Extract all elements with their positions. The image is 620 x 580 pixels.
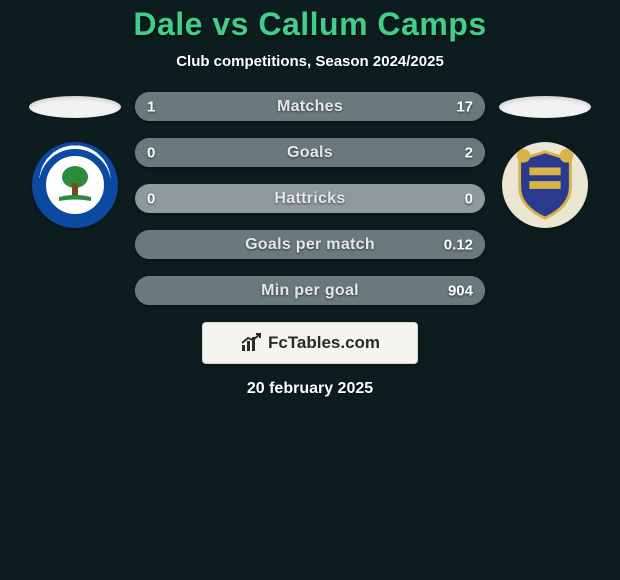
page-title: Dale vs Callum Camps <box>0 6 620 43</box>
bar-value-right: 0.12 <box>444 236 473 253</box>
bar-value-left: 0 <box>147 190 155 207</box>
brand-box[interactable]: FcTables.com <box>202 322 418 364</box>
stat-bar-3: Goals per match 0.12 <box>135 230 485 259</box>
bars-container: Matches 1 17 Goals 0 2 Hattricks 0 0 Goals per ma… <box>135 92 485 305</box>
brand-text: FcTables.com <box>268 333 380 353</box>
left-side <box>15 96 135 228</box>
right-oval <box>499 96 591 118</box>
bar-value-right: 2 <box>465 144 473 161</box>
bar-label: Hattricks <box>274 190 345 208</box>
stat-bar-0: Matches 1 17 <box>135 92 485 121</box>
comparison-card: Dale vs Callum Camps Club competitions, … <box>0 0 620 440</box>
bar-label: Goals per match <box>245 236 375 254</box>
right-side <box>485 96 605 228</box>
crest-right <box>502 142 588 228</box>
stat-bar-2: Hattricks 0 0 <box>135 184 485 213</box>
bar-value-right: 17 <box>456 98 473 115</box>
bar-value-right: 904 <box>448 282 473 299</box>
chart-icon <box>240 333 262 353</box>
subtitle: Club competitions, Season 2024/2025 <box>0 53 620 70</box>
bar-label: Matches <box>277 98 343 116</box>
bar-label: Goals <box>287 144 333 162</box>
tree-icon <box>55 163 95 203</box>
left-oval <box>29 96 121 118</box>
bar-label: Min per goal <box>261 282 359 300</box>
stat-bar-4: Min per goal 904 <box>135 276 485 305</box>
date-text: 20 february 2025 <box>0 380 620 398</box>
bar-value-right: 0 <box>465 190 473 207</box>
crest-left <box>32 142 118 228</box>
shield-icon <box>506 146 584 224</box>
stat-bar-1: Goals 0 2 <box>135 138 485 167</box>
bar-value-left: 0 <box>147 144 155 161</box>
bar-value-left: 1 <box>147 98 155 115</box>
content-row: Matches 1 17 Goals 0 2 Hattricks 0 0 Goals per ma… <box>0 92 620 305</box>
